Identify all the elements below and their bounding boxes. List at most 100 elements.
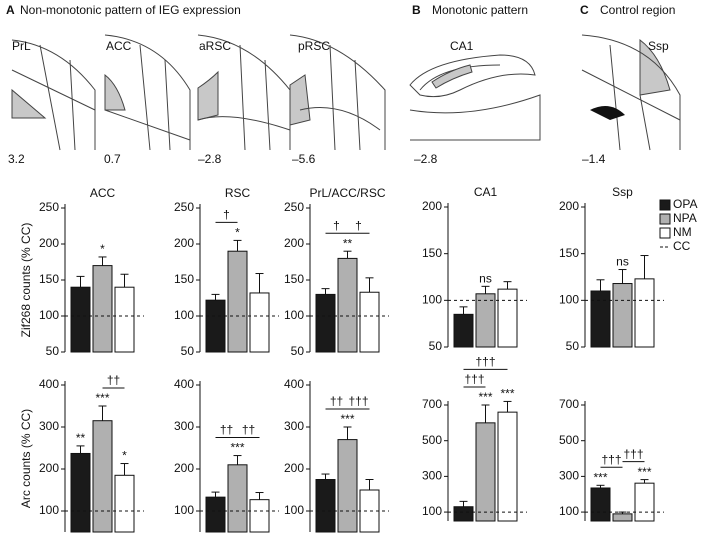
bracket-label: † bbox=[223, 208, 230, 222]
y-tick-label: 250 bbox=[39, 200, 59, 214]
bracket-label: ††† bbox=[623, 447, 643, 461]
bar bbox=[612, 283, 633, 348]
y-tick-label: 500 bbox=[559, 433, 579, 447]
y-tick-label: 700 bbox=[422, 397, 442, 411]
y-tick-label: 100 bbox=[284, 503, 304, 517]
panel-title: Monotonic pattern bbox=[432, 3, 528, 17]
y-tick-label: 400 bbox=[174, 377, 194, 391]
y-tick-label: 200 bbox=[422, 199, 442, 213]
section-label: PrL bbox=[12, 39, 31, 53]
bar-label: ns bbox=[479, 272, 492, 286]
y-tick-label: 50 bbox=[291, 344, 305, 358]
chart-title: CA1 bbox=[474, 185, 498, 199]
bar bbox=[70, 452, 91, 533]
bracket-label: †† bbox=[107, 373, 120, 387]
panel-letter: B bbox=[412, 3, 421, 17]
section-label: aRSC bbox=[199, 39, 231, 53]
y-tick-label: 500 bbox=[422, 433, 442, 447]
legend-label: OPA bbox=[673, 197, 697, 211]
bar bbox=[315, 479, 336, 533]
section-coord: –2.8 bbox=[414, 152, 438, 166]
bar bbox=[249, 292, 270, 353]
legend-swatch bbox=[659, 227, 671, 239]
y-tick-label: 100 bbox=[174, 308, 194, 322]
bracket-label: ††† bbox=[348, 394, 368, 408]
bar-label: *** bbox=[593, 470, 607, 484]
bar bbox=[497, 288, 518, 348]
bar bbox=[92, 265, 113, 353]
y-tick-label: 300 bbox=[39, 419, 59, 433]
bar-label: * bbox=[235, 226, 240, 240]
bar-label: * bbox=[100, 242, 105, 256]
bracket-label: †† bbox=[220, 423, 233, 437]
y-tick-label: 150 bbox=[559, 246, 579, 260]
bar-label: *** bbox=[340, 412, 354, 426]
bar-label: *** bbox=[478, 390, 492, 404]
y-tick-label: 100 bbox=[39, 503, 59, 517]
bar bbox=[92, 420, 113, 533]
y-tick-label: 50 bbox=[46, 344, 60, 358]
y-tick-label: 200 bbox=[174, 236, 194, 250]
y-tick-label: 100 bbox=[559, 293, 579, 307]
legend-swatch bbox=[659, 199, 671, 211]
bracket-label: † bbox=[355, 218, 362, 232]
bracket-label: ††† bbox=[475, 355, 495, 369]
chart-title: Ssp bbox=[612, 185, 633, 199]
y-tick-label: 300 bbox=[174, 419, 194, 433]
bar bbox=[227, 250, 248, 353]
section-label: ACC bbox=[106, 39, 132, 53]
bar bbox=[453, 506, 474, 522]
chart-title: ACC bbox=[90, 186, 116, 200]
panel-title: Control region bbox=[600, 3, 675, 17]
y-tick-label: 700 bbox=[559, 397, 579, 411]
bar bbox=[114, 474, 135, 533]
y-axis-label: Zif268 counts (% CC) bbox=[19, 223, 33, 338]
bar bbox=[249, 499, 270, 533]
bar bbox=[590, 487, 611, 522]
chart-title: PrL/ACC/RSC bbox=[309, 186, 385, 200]
bar bbox=[205, 496, 226, 533]
section-coord: 0.7 bbox=[104, 152, 121, 166]
y-tick-label: 100 bbox=[39, 308, 59, 322]
y-tick-label: 250 bbox=[284, 200, 304, 214]
bar-label: * bbox=[122, 449, 127, 463]
y-tick-label: 100 bbox=[284, 308, 304, 322]
bar bbox=[475, 293, 496, 348]
section-label: pRSC bbox=[298, 39, 330, 53]
brain-sections bbox=[11, 34, 681, 151]
y-tick-label: 150 bbox=[284, 272, 304, 286]
bar bbox=[453, 313, 474, 348]
panel-letter: C bbox=[580, 3, 589, 17]
bar bbox=[70, 286, 91, 353]
bar bbox=[475, 422, 496, 522]
y-tick-label: 50 bbox=[429, 339, 443, 353]
bar-label: *** bbox=[637, 465, 651, 479]
section-label: CA1 bbox=[450, 39, 474, 53]
bar bbox=[114, 286, 135, 353]
bracket-label: ††† bbox=[601, 452, 621, 466]
bar bbox=[337, 439, 358, 533]
y-tick-label: 100 bbox=[422, 504, 442, 518]
y-tick-label: 200 bbox=[284, 236, 304, 250]
y-tick-label: 50 bbox=[181, 344, 195, 358]
y-axis-label: Arc counts (% CC) bbox=[19, 409, 33, 508]
y-tick-label: 150 bbox=[174, 272, 194, 286]
bar bbox=[497, 411, 518, 522]
y-tick-label: 100 bbox=[559, 504, 579, 518]
bar-label: ** bbox=[343, 236, 353, 250]
y-tick-label: 100 bbox=[422, 293, 442, 307]
bar bbox=[315, 293, 336, 353]
bar-label: *** bbox=[500, 387, 514, 401]
bar bbox=[227, 464, 248, 533]
legend-label: NPA bbox=[673, 211, 697, 225]
y-tick-label: 200 bbox=[559, 199, 579, 213]
y-tick-label: 300 bbox=[422, 469, 442, 483]
y-tick-label: 200 bbox=[39, 461, 59, 475]
bracket-label: †† bbox=[242, 423, 255, 437]
y-tick-label: 100 bbox=[174, 503, 194, 517]
panel-title: Non-monotonic pattern of IEG expression bbox=[20, 3, 241, 17]
legend-label: CC bbox=[673, 239, 691, 253]
bar bbox=[359, 291, 380, 353]
bar-label: ** bbox=[76, 431, 86, 445]
